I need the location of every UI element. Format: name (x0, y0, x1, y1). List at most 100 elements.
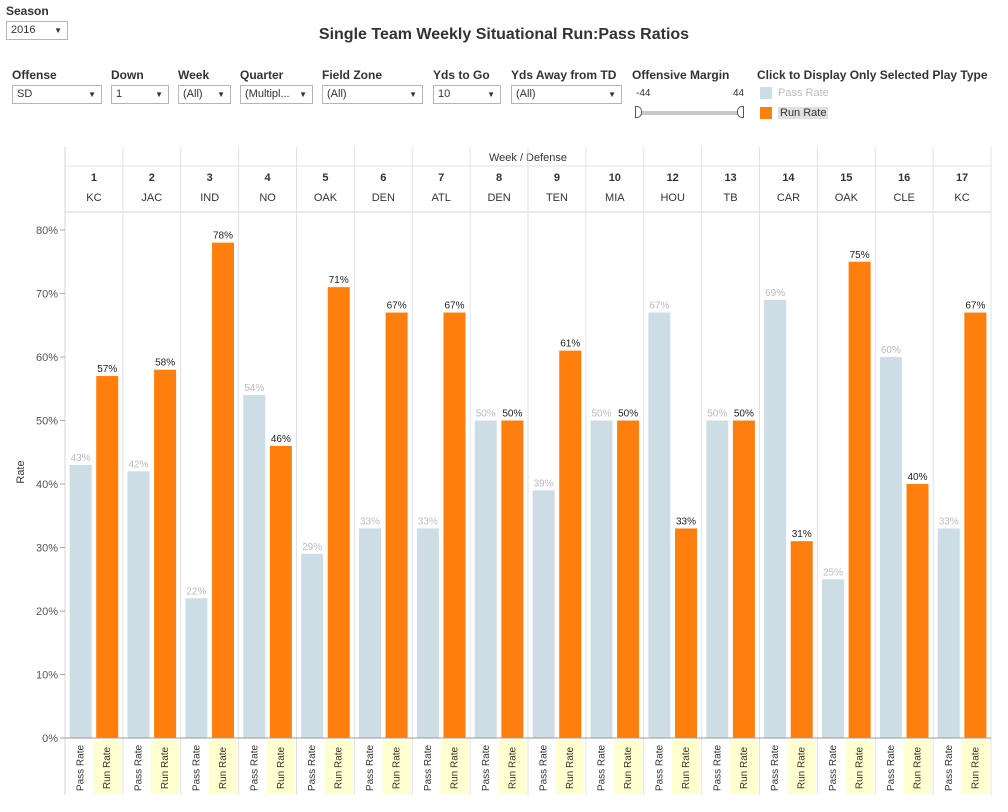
pass-rate-value-label: 50% (707, 409, 727, 420)
run-rate-bar (617, 420, 640, 738)
margin-slider-max-handle[interactable] (737, 106, 744, 118)
week-number-label: 1 (91, 172, 97, 184)
margin-slider-min-handle[interactable] (635, 106, 642, 118)
run-rate-bar (674, 528, 697, 738)
pass-rate-axis-label: Pass Rate (76, 744, 87, 791)
chevron-down-icon: ▼ (487, 90, 495, 99)
y-axis-label: Rate (15, 460, 27, 483)
filter-quarter-label: Quarter (240, 68, 284, 82)
pass-rate-bar (590, 420, 613, 738)
pass-rate-value-label: 29% (302, 542, 322, 553)
run-rate-value-label: 58% (155, 358, 175, 369)
margin-slider-track[interactable] (639, 111, 741, 115)
run-rate-value-label: 67% (444, 301, 464, 312)
season-dropdown[interactable]: 2016 ▼ (6, 21, 68, 40)
run-rate-value-label: 50% (502, 409, 522, 420)
run-rate-axis-label: Run Rate (392, 746, 403, 789)
pass-rate-axis-label: Pass Rate (191, 744, 202, 791)
filter-fieldzone-value: (All) (327, 88, 347, 100)
pass-rate-axis-label: Pass Rate (770, 744, 781, 791)
filter-quarter-dropdown[interactable]: (Multipl... ▼ (240, 85, 313, 104)
run-rate-bar (385, 312, 408, 738)
page-title: Single Team Weekly Situational Run:Pass … (318, 26, 690, 43)
run-label-highlight (93, 740, 122, 794)
pass-rate-axis-label: Pass Rate (481, 744, 492, 791)
week-number-label: 3 (207, 172, 213, 184)
run-rate-bar (211, 242, 234, 738)
run-rate-bar (269, 445, 292, 738)
run-label-highlight (614, 740, 643, 794)
season-label: Season (6, 4, 49, 18)
run-label-highlight (845, 740, 874, 794)
margin-min-value: -44 (636, 88, 651, 99)
run-rate-axis-label: Run Rate (160, 746, 171, 789)
defense-team-label: ATL (432, 192, 451, 204)
filter-ydsaway-dropdown[interactable]: (All) ▼ (511, 85, 622, 104)
week-number-label: 14 (782, 172, 795, 184)
pass-rate-bar (127, 471, 150, 738)
defense-team-label: TB (724, 192, 738, 204)
defense-team-label: KC (86, 192, 101, 204)
run-rate-value-label: 71% (329, 275, 349, 286)
week-number-label: 16 (898, 172, 910, 184)
defense-team-label: JAC (141, 192, 162, 204)
pass-rate-bar (474, 420, 497, 738)
run-rate-bar (154, 369, 177, 738)
defense-team-label: IND (200, 192, 219, 204)
filter-ydstogo-label: Yds to Go (433, 68, 490, 82)
legend-run-label: Run Rate (778, 107, 829, 119)
run-rate-axis-label: Run Rate (739, 746, 750, 789)
y-tick-label: 0% (42, 733, 58, 745)
week-number-label: 12 (667, 172, 679, 184)
pass-rate-axis-label: Pass Rate (134, 744, 145, 791)
pass-rate-value-label: 43% (71, 453, 91, 464)
filter-offense-dropdown[interactable]: SD ▼ (12, 85, 102, 104)
filter-down-dropdown[interactable]: 1 ▼ (111, 85, 169, 104)
chevron-down-icon: ▼ (299, 90, 307, 99)
pass-rate-value-label: 25% (823, 567, 843, 578)
legend-swatch-run (760, 107, 772, 120)
run-label-highlight (556, 740, 585, 794)
defense-team-label: NO (259, 192, 276, 204)
run-rate-value-label: 75% (850, 250, 870, 261)
legend-item-run-rate[interactable]: Run Rate (760, 107, 829, 120)
defense-team-label: DEN (372, 192, 395, 204)
run-rate-value-label: 31% (792, 529, 812, 540)
week-number-label: 15 (840, 172, 852, 184)
pass-rate-value-label: 33% (418, 516, 438, 527)
run-rate-bar (501, 420, 524, 738)
run-rate-value-label: 50% (734, 409, 754, 420)
filter-ydstogo-dropdown[interactable]: 10 ▼ (433, 85, 501, 104)
run-label-highlight (440, 740, 469, 794)
run-label-highlight (729, 740, 758, 794)
y-tick-label: 30% (36, 543, 58, 555)
filter-fieldzone-label: Field Zone (322, 68, 382, 82)
pass-rate-bar (706, 420, 729, 738)
legend-item-pass-rate[interactable]: Pass Rate (760, 87, 829, 100)
filter-week-value: (All) (183, 88, 203, 100)
run-label-highlight (787, 740, 816, 794)
week-number-label: 4 (265, 172, 272, 184)
run-rate-axis-label: Run Rate (855, 746, 866, 789)
run-rate-value-label: 57% (97, 364, 117, 375)
chevron-down-icon: ▼ (54, 26, 62, 35)
filter-fieldzone-dropdown[interactable]: (All) ▼ (322, 85, 423, 104)
chevron-down-icon: ▼ (217, 90, 225, 99)
run-rate-axis-label: Run Rate (970, 746, 981, 789)
run-rate-value-label: 67% (387, 301, 407, 312)
pass-rate-axis-label: Pass Rate (654, 744, 665, 791)
filter-offense-label: Offense (12, 68, 57, 82)
run-rate-bar (964, 312, 987, 738)
margin-label: Offensive Margin (632, 68, 730, 82)
filter-ydsaway-label: Yds Away from TD (511, 68, 617, 82)
pass-rate-bar (879, 357, 902, 738)
filter-offense-value: SD (17, 88, 33, 100)
filter-week-dropdown[interactable]: (All) ▼ (178, 85, 231, 104)
y-tick-label: 10% (36, 670, 58, 682)
run-rate-axis-label: Run Rate (681, 746, 692, 789)
run-rate-value-label: 67% (965, 301, 985, 312)
filter-ydstogo-value: 10 (438, 88, 451, 100)
y-tick-label: 50% (36, 416, 58, 428)
filter-quarter-value: (Multipl... (245, 88, 290, 100)
run-rate-bar (443, 312, 466, 738)
